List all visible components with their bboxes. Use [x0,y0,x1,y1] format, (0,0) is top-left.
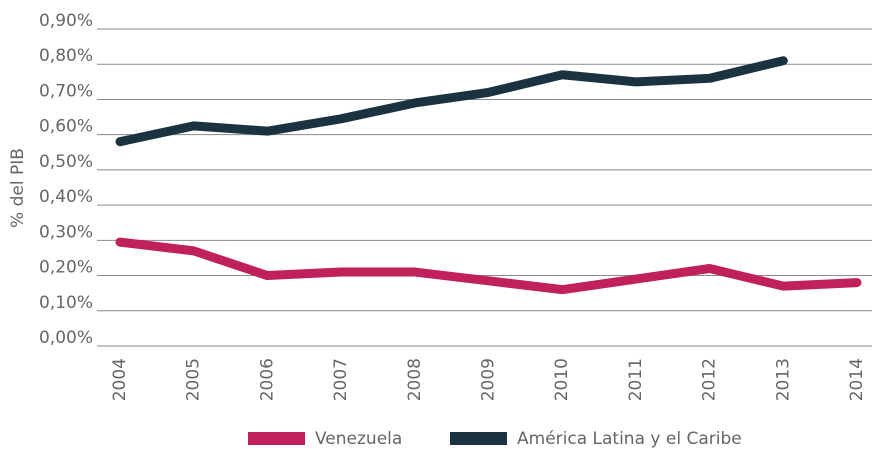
y-tick-label: 0,00% [39,328,93,348]
y-tick-label: 0,30% [39,222,93,242]
legend-label: América Latina y el Caribe [517,429,742,449]
y-tick-label: 0,20% [39,258,93,278]
x-tick-label: 2014 [847,358,867,401]
y-tick-label: 0,80% [39,46,93,66]
x-tick-label: 2012 [700,358,720,401]
legend-label: Venezuela [315,429,402,449]
x-tick-label: 2007 [331,358,351,401]
legend-swatch [248,432,305,445]
x-tick-label: 2006 [257,358,277,401]
x-tick-label: 2008 [405,358,425,401]
y-axis-label: % del PIB [8,148,28,228]
series-line [115,56,788,147]
y-tick-label: 0,60% [39,117,93,137]
y-tick-label: 0,90% [39,11,93,31]
x-tick-label: 2004 [110,358,130,401]
y-tick-label: 0,10% [39,293,93,313]
x-tick-label: 2010 [552,358,572,401]
legend-swatch [450,432,507,445]
y-tick-label: 0,40% [39,187,93,207]
series-line [115,237,862,295]
x-tick-label: 2009 [479,358,499,401]
x-tick-label: 2013 [773,358,793,401]
y-tick-label: 0,70% [39,81,93,101]
y-tick-label: 0,50% [39,152,93,172]
x-tick-label: 2011 [626,358,646,401]
x-tick-label: 2005 [184,358,204,401]
